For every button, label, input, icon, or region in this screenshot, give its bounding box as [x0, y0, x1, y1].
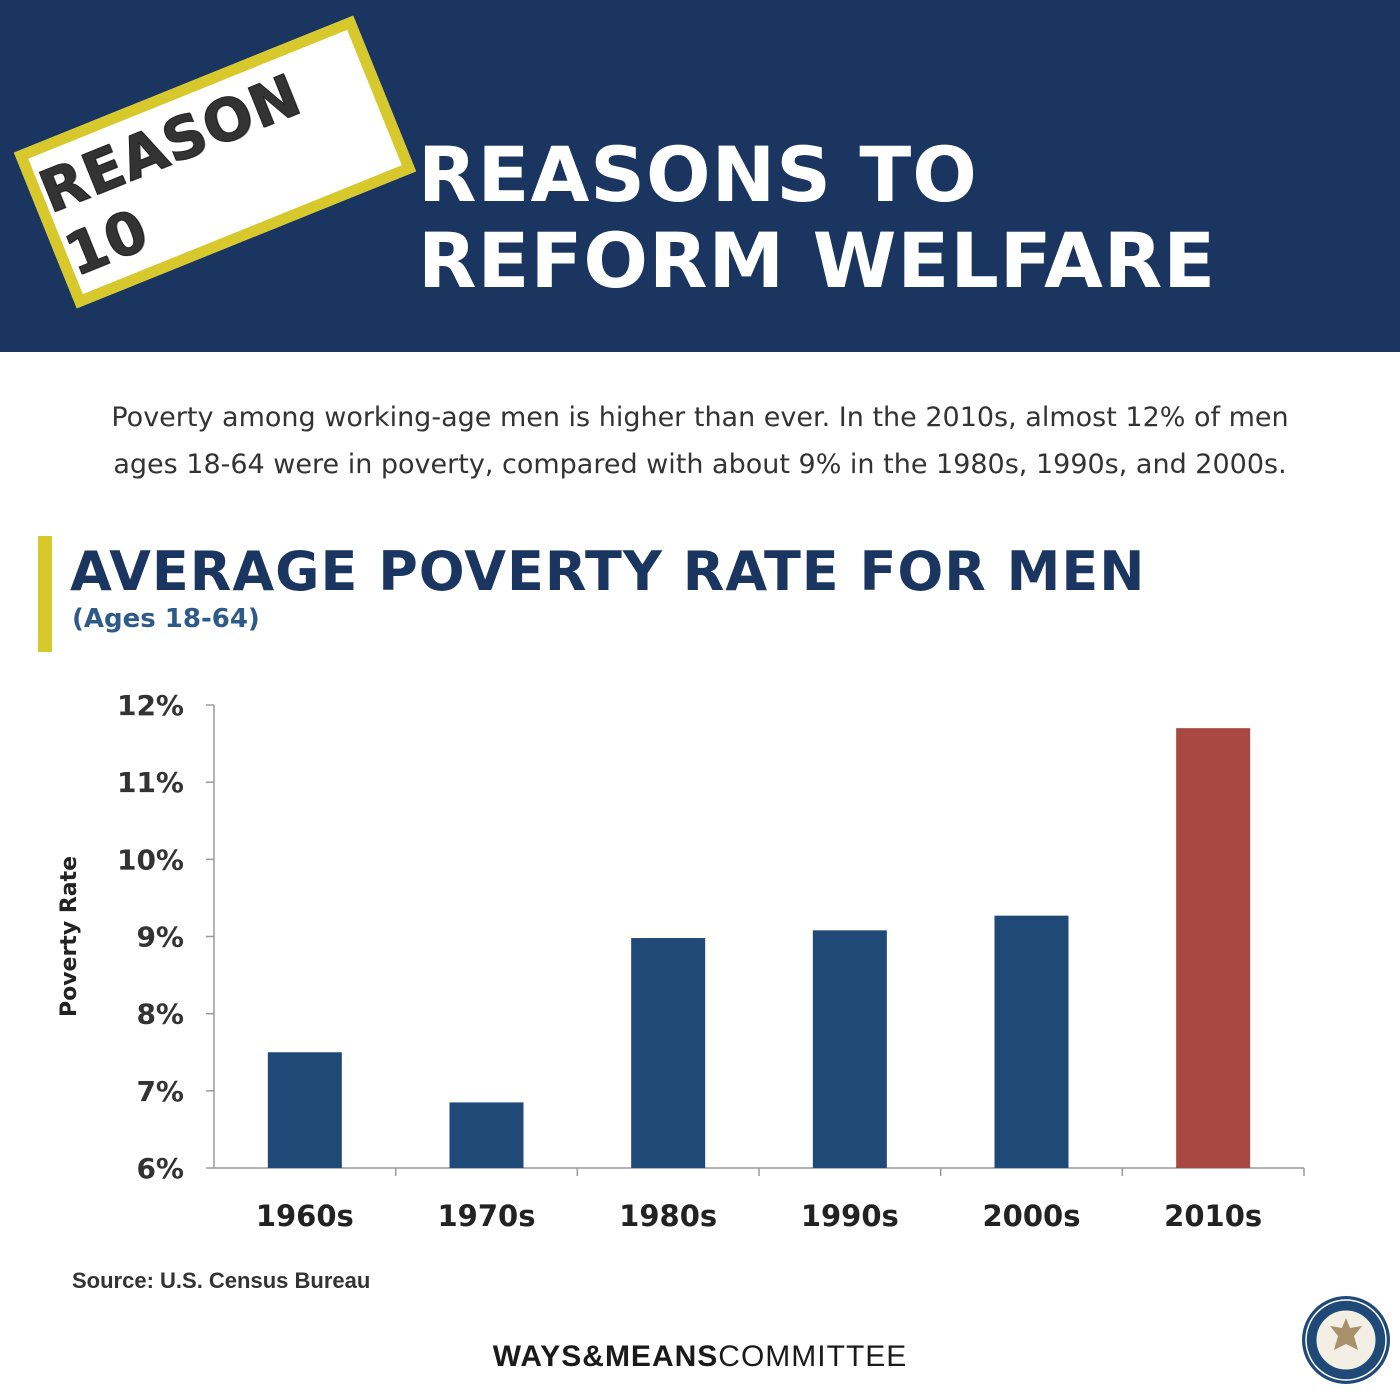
title-accent-bar [38, 536, 52, 652]
poverty-bar-chart: 6% 7% 8% 9% 10% 11% 12% 1960s 1970s 1980s 1990s 200… [57, 689, 1305, 1233]
y-tick-label: 10% [117, 843, 184, 876]
x-tick-label: 1980s [619, 1199, 717, 1233]
x-tick-label: 2000s [983, 1199, 1081, 1233]
reason-stamp: REASON 10 [13, 15, 417, 309]
page-title: REASONS TO REFORM WELFARE [418, 132, 1216, 304]
bar-1960s [267, 1052, 342, 1168]
bar-2010s [1176, 728, 1251, 1168]
header-banner: REASON 10 REASONS TO REFORM WELFARE [0, 0, 1400, 352]
y-tick-label: 12% [117, 689, 184, 722]
title-line-2: REFORM WELFARE [418, 216, 1217, 305]
footer-light: COMMITTEE [718, 1340, 908, 1373]
bar-1980s [631, 938, 706, 1168]
chart-subtitle: (Ages 18-64) [72, 604, 260, 634]
intro-text: Poverty among working-age men is higher … [20, 394, 1380, 488]
stamp-label: REASON 10 [30, 60, 311, 290]
y-tick-label: 11% [117, 766, 184, 799]
y-tick-label: 9% [136, 921, 184, 954]
source-note: Source: U.S. Census Bureau [72, 1268, 371, 1293]
footer-bold: WAYS&MEANS [492, 1340, 719, 1373]
intro-line-2: ages 18-64 were in poverty, compared wit… [113, 449, 1287, 480]
title-line-1: REASONS TO [418, 130, 978, 219]
y-tick-label: 6% [136, 1152, 184, 1185]
bar-2000s [994, 915, 1069, 1168]
x-tick-label: 2010s [1164, 1199, 1262, 1233]
bar-1990s [812, 930, 887, 1168]
committee-seal-icon [1302, 1296, 1390, 1384]
y-tick-label: 8% [136, 998, 184, 1031]
bar-1970s [449, 1102, 524, 1168]
y-tick-label: 7% [136, 1075, 184, 1108]
x-tick-label: 1970s [438, 1199, 536, 1233]
intro-line-1: Poverty among working-age men is higher … [111, 402, 1289, 433]
footer-logo: WAYS&MEANSCOMMITTEE [0, 1340, 1400, 1374]
x-tick-label: 1960s [256, 1199, 354, 1233]
x-tick-label: 1990s [801, 1199, 899, 1233]
y-axis-label: Poverty Rate [57, 856, 82, 1017]
chart-title: AVERAGE POVERTY RATE FOR MEN [70, 540, 1146, 603]
